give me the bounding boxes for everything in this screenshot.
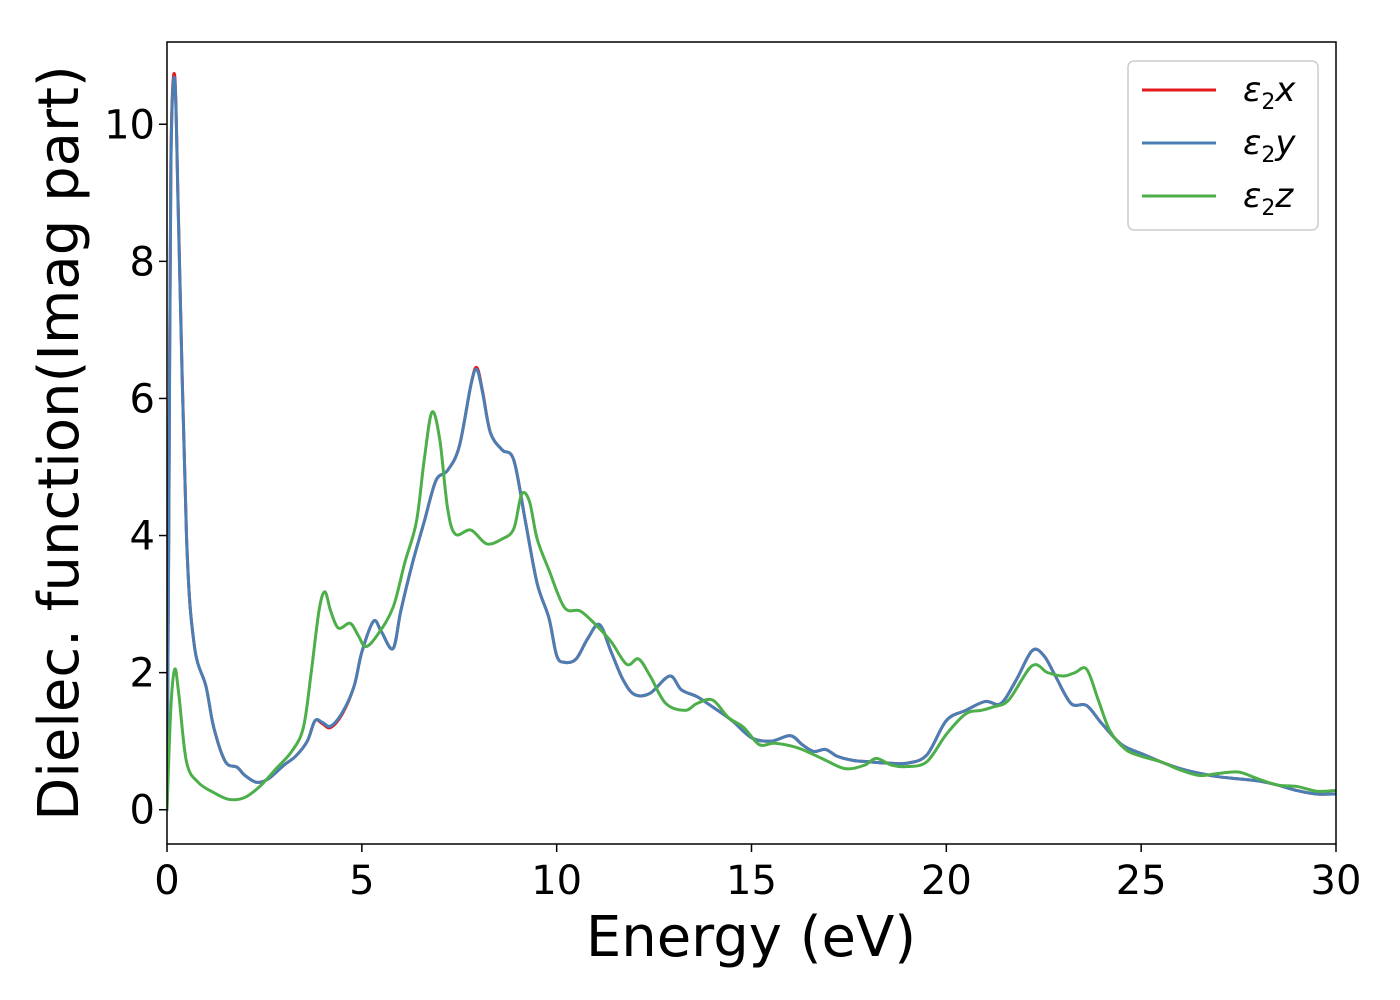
- x-tick-label: 10: [531, 858, 582, 904]
- legend-label-y: ε2y: [1243, 123, 1296, 168]
- y-axis-title: Dielec. function(Imag part): [27, 65, 92, 821]
- legend: ε2x ε2y ε2z: [1127, 60, 1319, 231]
- x-tick-label: 5: [349, 858, 374, 904]
- x-tick-label: 20: [921, 858, 972, 904]
- x-tick-label: 15: [726, 858, 777, 904]
- y-tick-label: 4: [130, 514, 155, 560]
- y-tick-label: 10: [104, 102, 155, 148]
- x-axis-title: Energy (eV): [586, 905, 916, 970]
- series-layer: [167, 72, 1336, 812]
- legend-box: [1127, 60, 1319, 231]
- x-tick-label: 30: [1311, 858, 1362, 904]
- legend-label-x: ε2x: [1243, 70, 1296, 115]
- y-tick-label: 0: [130, 788, 155, 834]
- x-tick-label: 0: [154, 858, 179, 904]
- x-tick-label: 25: [1116, 858, 1167, 904]
- series-line-z: [167, 410, 1336, 812]
- legend-label-z: ε2z: [1243, 176, 1294, 221]
- tick-layer: 0 5 10 15 20 25 30 0 2 4 6 8 10: [104, 102, 1361, 904]
- y-tick-label: 2: [130, 651, 155, 697]
- series-line-y: [167, 75, 1336, 812]
- y-tick-label: 6: [130, 376, 155, 422]
- y-tick-label: 8: [130, 239, 155, 285]
- legend-items: ε2x ε2y ε2z: [1142, 70, 1296, 221]
